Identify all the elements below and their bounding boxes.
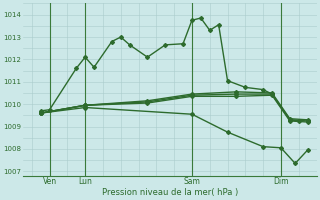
X-axis label: Pression niveau de la mer( hPa ): Pression niveau de la mer( hPa ): [101, 188, 238, 197]
